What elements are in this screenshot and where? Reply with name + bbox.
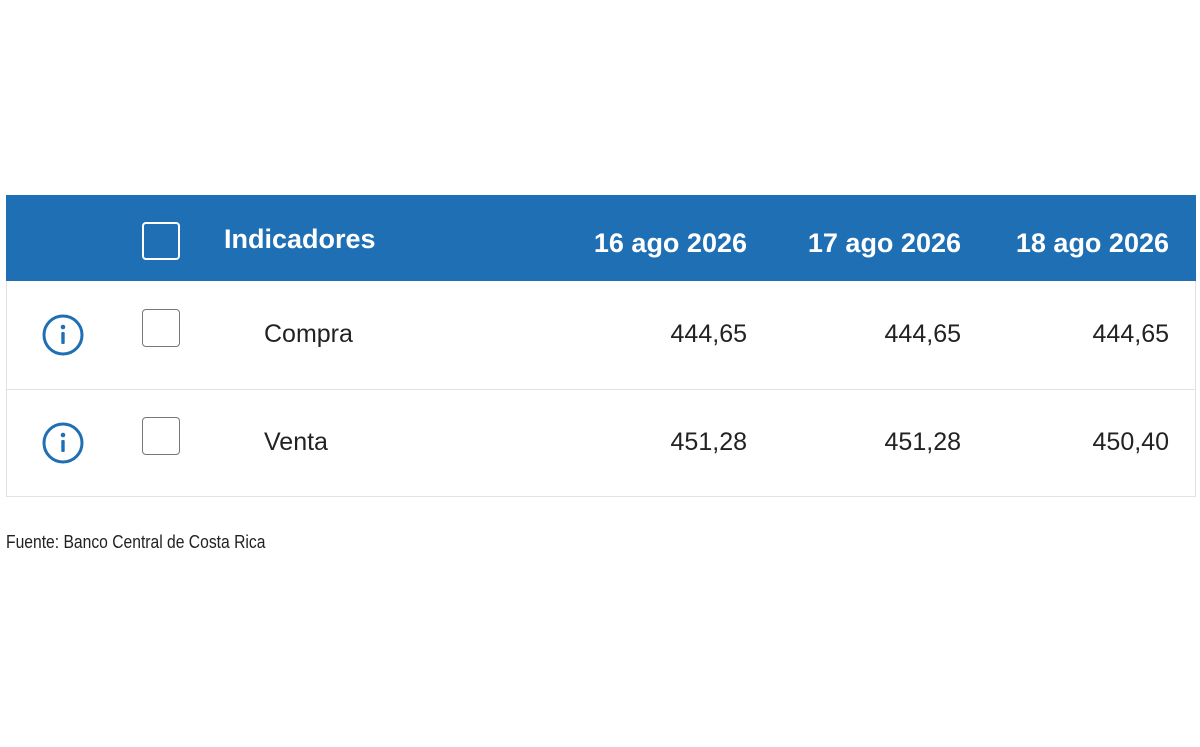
header-cell: 17 ago 2026 <box>807 228 961 258</box>
info-glyph <box>42 314 84 356</box>
select-all-checkbox[interactable] <box>142 222 180 260</box>
table-frame <box>6 195 1196 497</box>
header-cell: 18 ago 2026 <box>1015 228 1169 258</box>
row-separator <box>6 389 1196 390</box>
row-checkbox[interactable] <box>142 309 180 347</box>
table-header <box>6 195 1196 281</box>
source-note: Fuente: Banco Central de Costa Rica <box>6 532 266 552</box>
info-icon[interactable] <box>41 313 85 357</box>
row-value: 451,28 <box>670 428 747 456</box>
row-value: 444,65 <box>884 320 961 348</box>
row-value: 444,65 <box>670 320 747 348</box>
row-value: 444,65 <box>1092 320 1169 348</box>
info-glyph <box>42 422 84 464</box>
row-checkbox[interactable] <box>142 417 180 455</box>
header-cell: 16 ago 2026 <box>593 228 747 258</box>
row-value: 451,28 <box>884 428 961 456</box>
row-value: 450,40 <box>1092 428 1169 456</box>
row-label: Compra <box>264 320 353 348</box>
info-icon[interactable] <box>41 421 85 465</box>
row-label: Venta <box>264 428 328 456</box>
header-cell: Indicadores <box>224 224 376 254</box>
